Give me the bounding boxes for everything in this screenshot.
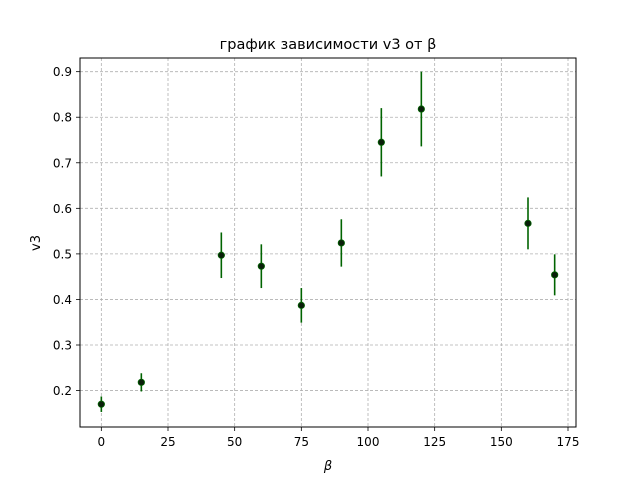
- chart-title: график зависимости v3 от β: [220, 37, 437, 53]
- y-tick-label: 0.8: [53, 111, 72, 125]
- x-tick-label: 125: [423, 435, 446, 449]
- x-tick-label: 50: [227, 435, 242, 449]
- data-point: [297, 301, 305, 309]
- x-tick-label: 0: [98, 435, 106, 449]
- x-tick-label: 100: [357, 435, 380, 449]
- y-tick-label: 0.3: [53, 339, 72, 353]
- grid-lines: [80, 58, 576, 427]
- x-axis-ticks: 0 25 50 75 100 125 150 175: [98, 427, 580, 449]
- y-tick-label: 0.2: [53, 384, 72, 398]
- data-point: [524, 219, 532, 227]
- data-point: [417, 105, 425, 113]
- x-tick-label: 175: [557, 435, 580, 449]
- y-axis-label: v3: [29, 235, 44, 251]
- x-tick-label: 75: [294, 435, 309, 449]
- x-axis-label: β: [323, 459, 332, 474]
- x-tick-label: 25: [160, 435, 175, 449]
- data-point: [257, 262, 265, 270]
- data-point: [137, 378, 145, 386]
- x-tick-label: 150: [490, 435, 513, 449]
- y-tick-label: 0.7: [53, 156, 72, 170]
- y-axis-ticks: 0.2 0.3 0.4 0.5 0.6 0.7 0.8 0.9: [53, 65, 80, 398]
- y-tick-label: 0.9: [53, 65, 72, 79]
- data-point: [97, 400, 105, 408]
- plot-frame: [79, 57, 577, 428]
- data-point: [551, 271, 559, 279]
- y-tick-label: 0.6: [53, 202, 72, 216]
- y-tick-label: 0.5: [53, 247, 72, 261]
- y-tick-label: 0.4: [53, 293, 72, 307]
- data-point: [217, 251, 225, 259]
- data-point: [337, 239, 345, 247]
- data-point: [377, 138, 385, 146]
- data-points: [97, 105, 559, 408]
